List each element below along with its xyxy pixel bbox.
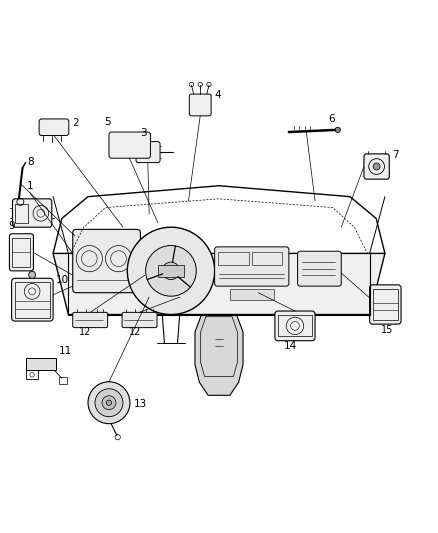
- Bar: [26, 358, 56, 370]
- Bar: [12, 238, 30, 266]
- Text: 3: 3: [141, 127, 147, 138]
- FancyBboxPatch shape: [12, 199, 52, 227]
- Bar: [15, 204, 28, 223]
- FancyBboxPatch shape: [275, 311, 315, 341]
- Text: 8: 8: [27, 157, 34, 167]
- Bar: [373, 289, 398, 320]
- FancyBboxPatch shape: [109, 132, 150, 158]
- Bar: [252, 252, 283, 265]
- Circle shape: [335, 127, 340, 133]
- Bar: [279, 316, 311, 336]
- Bar: [26, 369, 38, 379]
- FancyBboxPatch shape: [122, 312, 157, 328]
- Circle shape: [106, 400, 112, 405]
- FancyBboxPatch shape: [39, 119, 69, 135]
- Ellipse shape: [133, 136, 146, 154]
- Circle shape: [95, 389, 123, 417]
- Text: 1: 1: [27, 181, 33, 191]
- Text: 12: 12: [129, 327, 141, 337]
- Circle shape: [88, 382, 130, 424]
- Text: 5: 5: [104, 117, 110, 127]
- Text: 9: 9: [9, 221, 15, 231]
- Circle shape: [28, 271, 35, 278]
- Text: 11: 11: [59, 346, 72, 356]
- Text: 7: 7: [392, 150, 399, 160]
- FancyBboxPatch shape: [12, 278, 53, 321]
- Text: 12: 12: [79, 327, 92, 337]
- Text: 15: 15: [381, 325, 393, 335]
- Polygon shape: [53, 253, 385, 314]
- Text: 10: 10: [56, 274, 69, 285]
- FancyBboxPatch shape: [297, 251, 341, 286]
- Text: 2: 2: [72, 118, 78, 128]
- Circle shape: [162, 262, 180, 280]
- Circle shape: [102, 395, 116, 410]
- Circle shape: [373, 163, 380, 170]
- Bar: [230, 289, 274, 300]
- Circle shape: [127, 227, 215, 314]
- FancyBboxPatch shape: [364, 154, 389, 179]
- Text: 13: 13: [134, 399, 148, 409]
- FancyBboxPatch shape: [10, 234, 33, 271]
- Bar: [15, 282, 49, 318]
- FancyBboxPatch shape: [73, 312, 108, 328]
- Text: 6: 6: [328, 115, 335, 124]
- FancyBboxPatch shape: [136, 142, 160, 163]
- Polygon shape: [195, 314, 243, 395]
- FancyBboxPatch shape: [189, 94, 211, 116]
- Ellipse shape: [113, 136, 126, 154]
- Bar: [158, 265, 184, 277]
- FancyBboxPatch shape: [73, 229, 141, 293]
- Circle shape: [146, 246, 196, 296]
- FancyBboxPatch shape: [215, 247, 289, 286]
- Bar: [218, 252, 249, 265]
- Text: 4: 4: [215, 90, 221, 100]
- Bar: [59, 376, 67, 384]
- FancyBboxPatch shape: [370, 285, 401, 324]
- Text: 14: 14: [284, 342, 297, 351]
